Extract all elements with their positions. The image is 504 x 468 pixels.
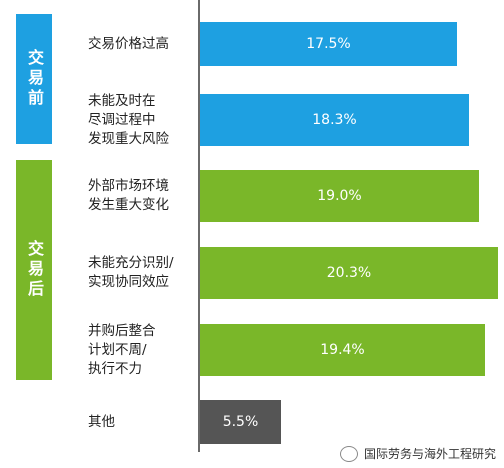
watermark-text: 国际劳务与海外工程研究	[363, 447, 496, 461]
category-label: 并购后整合 计划不周/执行不力	[88, 322, 156, 377]
group-label: 交易后	[25, 240, 44, 300]
bar: 17.5%	[200, 22, 457, 66]
wechat-icon	[339, 445, 358, 462]
data-label: 19.4%	[320, 342, 365, 358]
watermark: 国际劳务与海外工程研究	[339, 445, 496, 462]
data-label: 5.5%	[222, 414, 259, 430]
bar: 19.4%	[200, 324, 485, 376]
category-label: 交易价格过高	[88, 35, 169, 52]
group-box-0: 交易前	[16, 14, 52, 144]
group-box-1: 交易后	[16, 160, 52, 380]
data-label: 18.3%	[312, 112, 357, 128]
group-label: 交易前	[25, 49, 44, 109]
bar: 19.0%	[200, 170, 479, 222]
category-label: 外部市场环境 发生重大变化	[88, 178, 169, 213]
axis-line	[198, 0, 200, 452]
data-label: 19.0%	[317, 188, 362, 204]
bar: 5.5%	[200, 400, 281, 444]
category-label: 未能及时在 尽调过程中 发现重大风险	[88, 92, 169, 147]
data-label: 20.3%	[326, 265, 372, 281]
category-label: 其他	[88, 413, 115, 430]
category-label: 未能充分识别/实现协同效应	[88, 255, 174, 290]
data-label: 17.5%	[306, 36, 351, 52]
bar: 20.3%	[200, 247, 498, 299]
bar: 18.3%	[200, 94, 469, 146]
